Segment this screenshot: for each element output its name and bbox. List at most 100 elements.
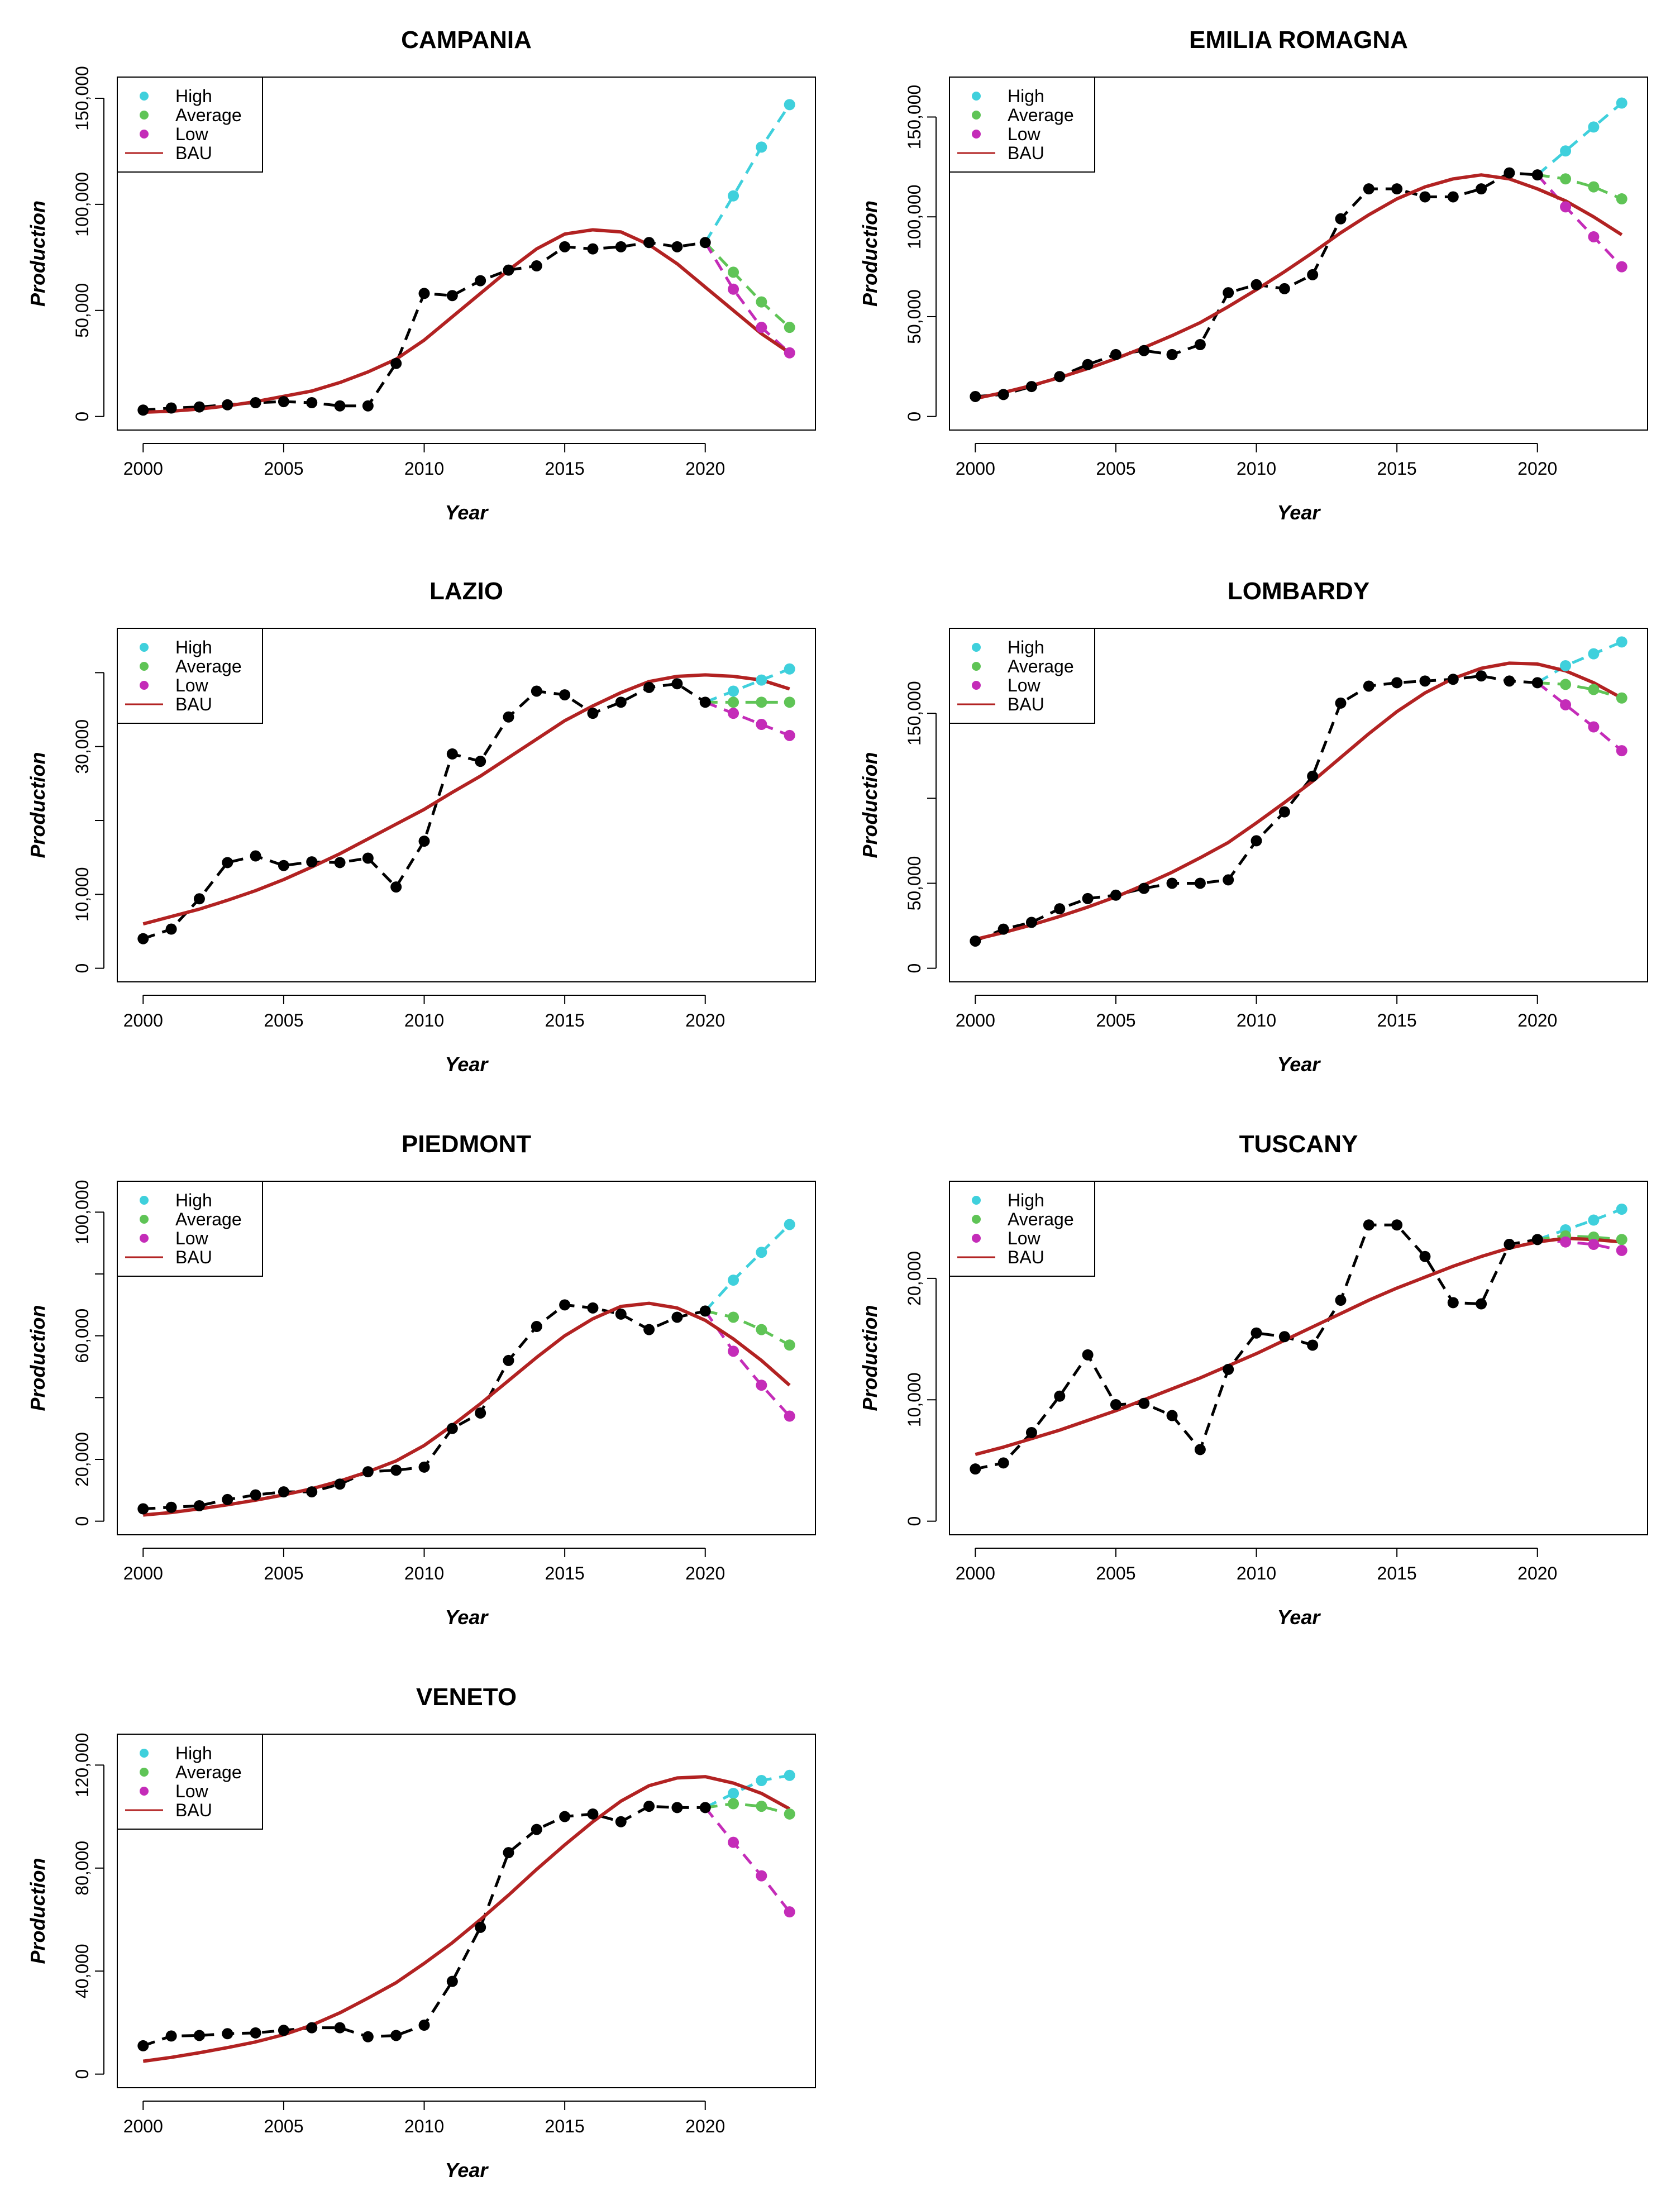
observed-point bbox=[1447, 1297, 1459, 1309]
observed-point bbox=[559, 689, 571, 701]
bau-line bbox=[975, 661, 1623, 941]
observed-point bbox=[1138, 1397, 1150, 1409]
observed-point bbox=[278, 396, 289, 408]
observed-point bbox=[1054, 1390, 1066, 1402]
legend-marker bbox=[140, 1234, 149, 1243]
high-point bbox=[728, 685, 739, 697]
observed-point bbox=[699, 1802, 711, 1813]
observed-point bbox=[559, 1811, 571, 1822]
x-tick-label: 2010 bbox=[404, 1010, 444, 1030]
legend-marker bbox=[140, 92, 149, 101]
observed-point bbox=[587, 1808, 599, 1820]
observed-point bbox=[250, 2027, 261, 2039]
observed-point bbox=[615, 1308, 627, 1320]
average-point bbox=[1560, 679, 1572, 690]
observed-point bbox=[1419, 675, 1431, 687]
legend-label: Low bbox=[175, 1228, 209, 1248]
legend-label: Average bbox=[1008, 105, 1074, 125]
high-point bbox=[1616, 636, 1627, 648]
low-point bbox=[728, 283, 739, 295]
observed-point bbox=[643, 1801, 655, 1812]
observed-point bbox=[671, 241, 683, 252]
x-tick-label: 2000 bbox=[123, 459, 163, 479]
observed-point bbox=[997, 389, 1009, 400]
x-tick-label: 2010 bbox=[404, 2116, 444, 2136]
observed-point bbox=[643, 237, 655, 249]
low-point bbox=[784, 1410, 795, 1422]
observed-point bbox=[1419, 191, 1431, 203]
average-scenario-line bbox=[704, 241, 791, 329]
average-point bbox=[728, 266, 739, 278]
bau-line bbox=[143, 1301, 791, 1517]
plot-area bbox=[137, 99, 795, 416]
average-scenario-line bbox=[705, 1309, 790, 1347]
legend-marker bbox=[140, 1196, 149, 1205]
y-tick-label: 0 bbox=[904, 963, 924, 973]
low-scenario-line bbox=[704, 700, 790, 737]
legend-marker bbox=[972, 92, 981, 101]
observed-point bbox=[390, 2030, 402, 2041]
low-point bbox=[728, 1836, 739, 1848]
low-point bbox=[784, 347, 795, 359]
observed-point bbox=[671, 678, 683, 690]
legend-label: Average bbox=[175, 1209, 242, 1229]
observed-point bbox=[1504, 1239, 1515, 1251]
observed-point bbox=[1025, 1426, 1037, 1438]
low-point bbox=[1588, 1239, 1600, 1251]
legend-label: BAU bbox=[1008, 143, 1044, 163]
average-point bbox=[756, 696, 767, 708]
low-scenario-line bbox=[704, 241, 791, 354]
x-tick-label: 2000 bbox=[123, 1010, 163, 1030]
legend-label: BAU bbox=[175, 694, 212, 714]
y-tick-label: 100,000 bbox=[72, 172, 92, 237]
observed-point bbox=[446, 1975, 458, 1987]
observed-point bbox=[1166, 1410, 1178, 1421]
observed-point bbox=[1110, 1399, 1121, 1410]
y-tick-label: 100,000 bbox=[904, 184, 924, 249]
high-point bbox=[784, 663, 795, 675]
observed-point bbox=[222, 857, 233, 868]
bau-line bbox=[143, 228, 791, 414]
high-point bbox=[728, 190, 739, 202]
observed-point bbox=[446, 290, 458, 302]
low-point bbox=[1560, 1236, 1572, 1248]
observed-point bbox=[250, 1489, 261, 1501]
x-tick-label: 2010 bbox=[1237, 1563, 1276, 1583]
observed-point bbox=[1447, 191, 1459, 203]
legend-label: Low bbox=[1008, 675, 1041, 695]
x-tick-label: 2010 bbox=[404, 459, 444, 479]
x-axis-label: Year bbox=[445, 501, 489, 524]
observed-point bbox=[446, 1423, 458, 1434]
observed-point bbox=[1054, 371, 1066, 383]
observed-point bbox=[587, 1302, 599, 1314]
x-axis-label: Year bbox=[445, 1053, 489, 1076]
x-tick-label: 2010 bbox=[404, 1563, 444, 1583]
y-tick-label: 10,000 bbox=[72, 867, 92, 922]
x-tick-label: 2020 bbox=[685, 459, 725, 479]
observed-point bbox=[1531, 677, 1543, 689]
observed-point bbox=[1082, 892, 1094, 904]
observed-point bbox=[306, 856, 318, 868]
observed-point bbox=[1307, 269, 1319, 280]
high-point bbox=[784, 1219, 795, 1230]
observed-point bbox=[1194, 877, 1206, 889]
observed-point bbox=[1194, 339, 1206, 351]
y-axis-label: Production bbox=[26, 1305, 49, 1411]
average-point bbox=[756, 1324, 767, 1335]
high-scenario-line bbox=[1536, 102, 1623, 176]
y-tick-label: 100,000 bbox=[72, 1180, 92, 1244]
observed-point bbox=[418, 836, 430, 847]
high-point bbox=[1588, 648, 1600, 660]
observed-point bbox=[418, 288, 430, 299]
legend-marker bbox=[972, 1234, 981, 1243]
x-tick-label: 2000 bbox=[123, 2116, 163, 2136]
x-tick-label: 2015 bbox=[545, 1563, 585, 1583]
observed-point bbox=[1335, 213, 1347, 225]
high-point bbox=[1588, 1214, 1600, 1226]
y-axis-label: Production bbox=[26, 1858, 49, 1964]
observed-point bbox=[503, 264, 514, 276]
observed-point bbox=[587, 243, 599, 255]
observed-point bbox=[970, 1463, 981, 1475]
